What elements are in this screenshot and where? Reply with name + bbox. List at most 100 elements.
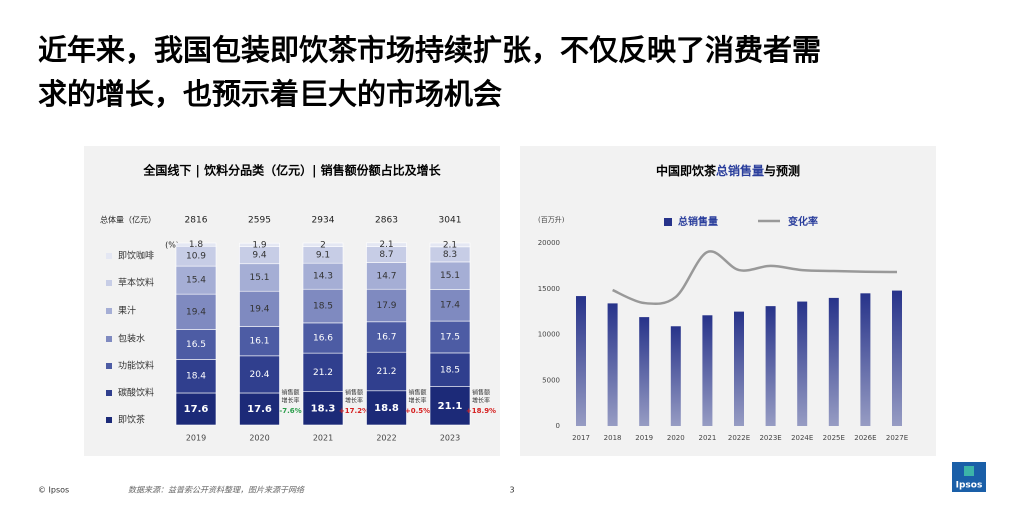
segment-label: 18.5 — [440, 365, 460, 375]
segment-label: 18.5 — [313, 302, 333, 312]
growth-label: 增长率 — [281, 397, 299, 405]
y-tick-label: 15000 — [538, 285, 560, 293]
bar-segment — [366, 288, 407, 323]
y-tick-label: 0 — [556, 422, 560, 430]
x-tick-label: 2020 — [249, 434, 269, 443]
y-axis-label: (百万升) — [538, 215, 565, 224]
bar-segment — [429, 352, 471, 387]
segment-label: 9.1 — [316, 250, 330, 260]
copyright: © Ipsos — [38, 486, 69, 495]
totals-label: 总体量（亿元） — [100, 215, 156, 225]
bar-segment — [175, 392, 217, 426]
unit-label: (%) — [165, 241, 179, 250]
legend-label: 草本饮料 — [118, 277, 154, 289]
segment-label: 19.4 — [249, 304, 269, 314]
x-tick-label: 2023 — [440, 434, 460, 443]
bar-segment — [239, 392, 280, 426]
bar — [576, 296, 586, 426]
growth-label: 增长率 — [345, 397, 363, 405]
bar-segment — [239, 326, 280, 357]
bar-segment — [366, 351, 407, 392]
segment-label: 2.1 — [379, 240, 393, 250]
segment-label: 18.3 — [311, 403, 336, 414]
logo-mark — [964, 466, 974, 476]
bar-segment — [366, 321, 407, 353]
legend-label: 总销售量 — [678, 215, 718, 228]
growth-label: 销售额 — [408, 389, 426, 397]
legend-label: 包装水 — [118, 333, 145, 345]
segment-label: 18.8 — [374, 403, 399, 414]
segment-label: 15.4 — [186, 276, 206, 286]
segment-label: 1.9 — [252, 240, 267, 250]
legend-swatch — [106, 390, 112, 396]
total-value: 2595 — [248, 216, 271, 226]
segment-label: 17.5 — [440, 333, 460, 343]
segment-label: 1.8 — [189, 240, 204, 250]
x-tick-label: 2025E — [823, 434, 845, 442]
segment-label: 16.6 — [313, 334, 333, 344]
segment-label: 21.2 — [376, 367, 396, 377]
y-tick-label: 10000 — [538, 331, 560, 339]
bar — [639, 317, 650, 426]
x-tick-label: 2019 — [186, 434, 206, 443]
growth-value: +18.9% — [466, 407, 496, 415]
bar-segment — [366, 390, 407, 426]
title-part: 中国即饮茶 — [656, 163, 717, 178]
x-tick-label: 2022 — [376, 434, 396, 443]
x-tick-label: 2019 — [635, 434, 653, 442]
legend-swatch — [664, 218, 672, 226]
growth-label: 销售额 — [472, 389, 490, 397]
x-tick-label: 2024E — [791, 434, 813, 442]
x-tick-label: 2027E — [886, 434, 908, 442]
total-value: 3041 — [439, 216, 462, 226]
bar-segment — [429, 261, 471, 290]
legend-label: 果汁 — [118, 305, 136, 317]
segment-label: 8.3 — [443, 250, 457, 260]
segment-label: 2 — [320, 240, 326, 250]
x-tick-label: 2017 — [572, 434, 590, 442]
bar-segment — [239, 263, 280, 292]
slide-title: 近年来，我国包装即饮茶市场持续扩张，不仅反映了消费者需 — [38, 33, 821, 67]
total-value: 2934 — [312, 216, 335, 226]
bar-segment — [366, 242, 407, 247]
legend-label: 功能饮料 — [118, 360, 154, 372]
segment-label: 9.4 — [252, 251, 267, 261]
growth-value: +17.2% — [339, 407, 369, 415]
y-tick-label: 20000 — [538, 239, 560, 247]
bar — [765, 306, 776, 426]
bar — [734, 311, 744, 426]
slide-title: 求的增长，也预示着巨大的市场机会 — [38, 77, 502, 111]
growth-value: -7.6% — [279, 407, 301, 415]
logo-text: Ipsos — [956, 481, 983, 491]
chart-title: 全国线下 | 饮料分品类（亿元）| 销售额份额占比及增长 — [142, 163, 441, 178]
bar-segment — [429, 386, 471, 426]
segment-label: 17.6 — [247, 404, 272, 415]
segment-label: 17.6 — [184, 404, 209, 415]
x-tick-label: 2020 — [667, 434, 685, 442]
legend-swatch — [106, 417, 112, 423]
segment-label: 21.1 — [438, 401, 463, 412]
segment-label: 15.1 — [440, 271, 460, 281]
legend-label: 碳酸饮料 — [118, 387, 154, 399]
segment-label: 21.2 — [313, 368, 333, 378]
growth-label: 增长率 — [408, 397, 426, 405]
legend-swatch — [106, 308, 112, 314]
segment-label: 19.4 — [186, 307, 206, 317]
legend-label: 即饮茶 — [118, 414, 145, 426]
segment-label: 8.7 — [379, 250, 393, 260]
x-tick-label: 2026E — [854, 434, 876, 442]
legend-label: 即饮咖啡 — [118, 250, 154, 262]
legend-label: 变化率 — [788, 215, 818, 228]
title-part: 总销售量 — [716, 163, 764, 178]
title-part: 与预测 — [764, 163, 800, 178]
x-tick-label: 2023E — [759, 434, 781, 442]
segment-label: 16.7 — [376, 333, 396, 343]
bar — [797, 301, 808, 426]
bar — [702, 315, 713, 426]
bar — [860, 293, 871, 426]
legend-swatch — [106, 363, 112, 369]
segment-label: 15.1 — [249, 273, 269, 283]
page-number: 3 — [509, 486, 514, 495]
bar-segment — [302, 391, 344, 426]
